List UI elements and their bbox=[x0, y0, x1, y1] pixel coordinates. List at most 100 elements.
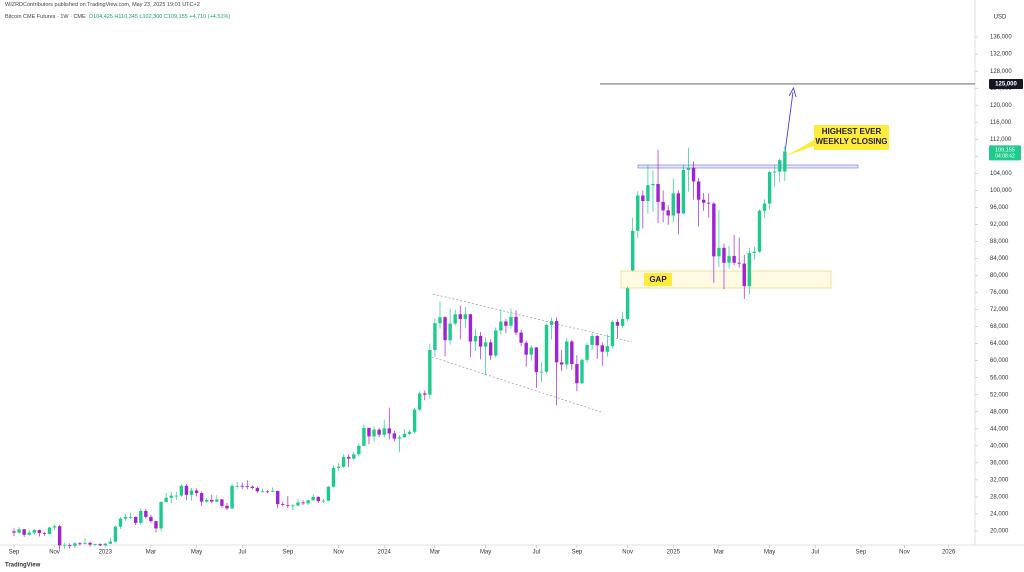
candle-body bbox=[316, 496, 320, 502]
y-tick-label: 32,000 bbox=[990, 477, 1009, 483]
candle-body bbox=[483, 342, 488, 347]
candle-body bbox=[570, 341, 574, 365]
y-tick-label: 20,000 bbox=[990, 529, 1009, 535]
candle-body bbox=[144, 510, 148, 517]
candle-body bbox=[164, 497, 168, 503]
candle-body bbox=[27, 532, 31, 535]
candle-body bbox=[534, 347, 539, 373]
candle-body bbox=[544, 324, 549, 372]
candle-body bbox=[321, 500, 326, 502]
candle-body bbox=[47, 527, 52, 534]
candle-body bbox=[402, 433, 407, 438]
candle-body bbox=[387, 428, 391, 434]
candle-body bbox=[610, 321, 615, 347]
candle-body bbox=[641, 195, 645, 202]
y-tick-label: 136,000 bbox=[990, 35, 1012, 41]
candle-body bbox=[63, 545, 67, 546]
candle-body bbox=[235, 485, 239, 487]
x-tick-label: Sep bbox=[9, 550, 20, 556]
candle-body bbox=[57, 526, 62, 546]
candle-body bbox=[691, 167, 696, 182]
candle-body bbox=[722, 247, 726, 263]
y-tick-label: 104,000 bbox=[990, 171, 1012, 177]
byline: WIZRDContributors published on TradingVi… bbox=[5, 2, 200, 8]
resistance-zone bbox=[637, 164, 859, 169]
candle-body bbox=[529, 347, 533, 355]
candle-body bbox=[372, 429, 376, 437]
candle-body bbox=[291, 505, 295, 507]
candle-body bbox=[159, 502, 163, 529]
y-tick-label: 36,000 bbox=[990, 460, 1009, 466]
candle-body bbox=[762, 203, 767, 211]
candle-body bbox=[478, 335, 483, 347]
x-tick-label: May bbox=[764, 550, 775, 556]
candle-body bbox=[357, 445, 361, 455]
candle-body bbox=[585, 344, 589, 360]
candle-body bbox=[661, 201, 665, 211]
y-tick-label: 44,000 bbox=[990, 426, 1009, 432]
last-price-box bbox=[989, 145, 1021, 161]
x-tick-label: Jul bbox=[811, 550, 819, 556]
candle-body bbox=[265, 491, 270, 493]
channel-lower bbox=[431, 356, 602, 413]
y-tick-label: 96,000 bbox=[990, 205, 1009, 211]
candle-body bbox=[220, 499, 224, 506]
candle-body bbox=[494, 330, 498, 356]
candle-body bbox=[149, 516, 153, 522]
candle-body bbox=[12, 531, 16, 533]
gap-zone bbox=[620, 270, 832, 289]
candle-body bbox=[123, 516, 128, 519]
symbol-line: Bitcoin CME Futures · 1W · CME O104,425 … bbox=[5, 14, 230, 20]
x-tick-label: Jul bbox=[238, 550, 246, 556]
candle-body bbox=[651, 183, 655, 186]
channel-upper bbox=[432, 293, 633, 343]
candle-body bbox=[17, 529, 21, 533]
candle-body bbox=[377, 429, 381, 435]
x-tick-label: Nov bbox=[622, 550, 633, 556]
y-tick-label: 48,000 bbox=[990, 409, 1009, 415]
candle-body bbox=[346, 456, 351, 459]
candle-body bbox=[215, 499, 219, 502]
candle-body bbox=[260, 491, 265, 493]
candle-body bbox=[169, 495, 173, 498]
candle-body bbox=[707, 202, 711, 204]
candle-body bbox=[696, 181, 701, 200]
candle-body bbox=[392, 433, 397, 439]
candle-body bbox=[438, 317, 442, 324]
y-tick-label: 100,000 bbox=[990, 188, 1012, 194]
candle-body bbox=[301, 502, 305, 504]
x-tick-label: Mar bbox=[430, 550, 440, 556]
candle-body bbox=[605, 346, 610, 352]
candle-body bbox=[113, 526, 118, 542]
candle-body bbox=[412, 409, 417, 432]
price-label-box bbox=[989, 78, 1023, 89]
x-tick-label: Sep bbox=[572, 550, 583, 556]
candle-body bbox=[22, 529, 26, 535]
candle-body bbox=[42, 533, 47, 534]
y-tick-label: 80,000 bbox=[990, 273, 1009, 279]
candle-body bbox=[727, 255, 731, 263]
y-tick-label: 76,000 bbox=[990, 290, 1009, 296]
candle-body bbox=[189, 490, 194, 495]
countdown: 04:08:42 bbox=[995, 154, 1015, 160]
candle-body bbox=[701, 199, 706, 203]
candle-body bbox=[514, 316, 518, 333]
candle-body bbox=[499, 321, 503, 331]
candle-body bbox=[742, 263, 746, 287]
candle-body bbox=[134, 516, 138, 523]
candle-body bbox=[52, 526, 57, 528]
y-tick-label: 128,000 bbox=[990, 69, 1012, 75]
x-tick-label: May bbox=[191, 550, 202, 556]
candle-body bbox=[767, 172, 772, 204]
candle-body bbox=[443, 317, 447, 341]
candle-body bbox=[615, 321, 620, 326]
candle-body bbox=[250, 486, 255, 488]
candle-body bbox=[656, 183, 660, 202]
candle-body bbox=[778, 160, 782, 172]
candle-body bbox=[296, 502, 300, 506]
candle-body bbox=[458, 314, 462, 319]
y-tick-label: 72,000 bbox=[990, 307, 1009, 313]
candle-body bbox=[423, 393, 427, 395]
candle-body bbox=[524, 342, 528, 355]
